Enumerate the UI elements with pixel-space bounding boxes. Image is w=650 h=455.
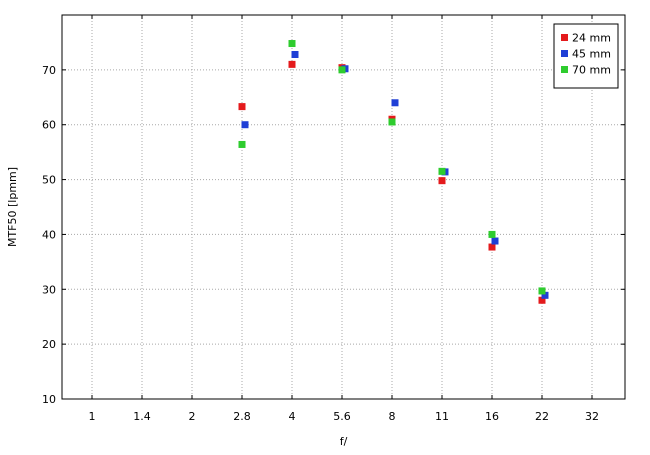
grid xyxy=(62,15,625,400)
data-point-24-mm xyxy=(538,296,546,304)
data-point-24-mm xyxy=(238,103,246,111)
data-point-45-mm xyxy=(391,99,399,107)
y-tick-label: 40 xyxy=(42,228,56,241)
x-axis-label: f/ xyxy=(340,435,348,448)
x-tick-label: 2 xyxy=(189,410,196,423)
y-tick-label: 30 xyxy=(42,283,56,296)
data-point-24-mm xyxy=(288,60,296,68)
data-point-45-mm xyxy=(291,50,299,58)
x-tick-label: 1.4 xyxy=(133,410,151,423)
y-tick-label: 60 xyxy=(42,119,56,132)
y-tick-label: 20 xyxy=(42,338,56,351)
data-point-70-mm xyxy=(288,40,296,48)
x-tick-label: 32 xyxy=(585,410,599,423)
x-axis: 1 1.4 2 2.8 4 5.6 8 11 16 22 32 xyxy=(89,15,599,423)
data-point-70-mm xyxy=(488,230,496,238)
legend-label: 70 mm xyxy=(572,64,611,77)
data-point-70-mm xyxy=(238,140,246,148)
y-axis-label: MTF50 [lpmm] xyxy=(6,167,19,247)
x-tick-label: 5.6 xyxy=(333,410,351,423)
y-axis: 10 20 30 40 50 60 70 xyxy=(42,64,625,406)
data-points xyxy=(238,40,549,304)
y-tick-label: 10 xyxy=(42,393,56,406)
legend-label: 24 mm xyxy=(572,32,611,45)
legend: 24 mm 45 mm 70 mm xyxy=(553,23,619,89)
data-point-24-mm xyxy=(438,177,446,185)
data-point-24-mm xyxy=(488,243,496,251)
x-tick-label: 4 xyxy=(289,410,296,423)
x-tick-label: 16 xyxy=(485,410,499,423)
data-point-70-mm xyxy=(538,287,546,295)
legend-label: 45 mm xyxy=(572,48,611,61)
x-tick-label: 2.8 xyxy=(233,410,251,423)
x-tick-label: 8 xyxy=(389,410,396,423)
data-point-45-mm xyxy=(241,121,249,129)
legend-swatch xyxy=(561,66,568,73)
legend-swatch xyxy=(561,34,568,41)
data-point-70-mm xyxy=(338,66,346,74)
data-point-70-mm xyxy=(388,118,396,126)
y-tick-label: 70 xyxy=(42,64,56,77)
plot-area-frame xyxy=(61,14,626,400)
data-point-45-mm xyxy=(491,237,499,245)
x-tick-label: 22 xyxy=(535,410,549,423)
x-tick-label: 11 xyxy=(435,410,449,423)
data-point-45-mm xyxy=(541,291,549,299)
data-point-70-mm xyxy=(438,167,446,175)
y-tick-label: 50 xyxy=(42,174,56,187)
legend-swatch xyxy=(561,50,568,57)
x-tick-label: 1 xyxy=(89,410,96,423)
